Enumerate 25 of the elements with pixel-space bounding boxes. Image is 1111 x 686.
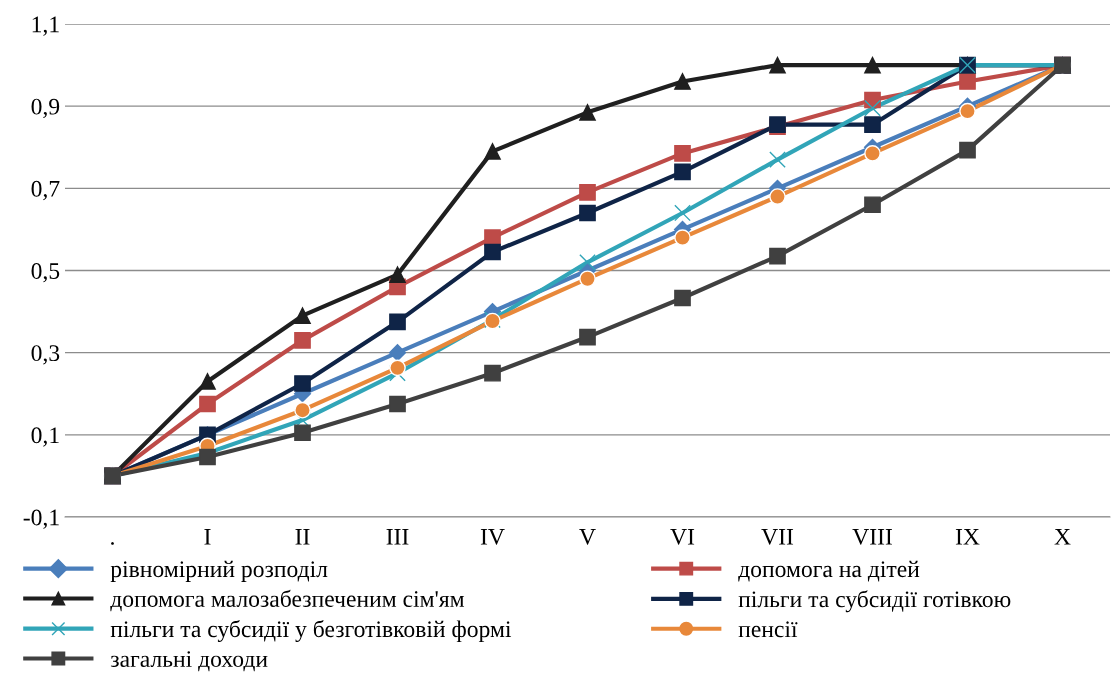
x-tick-label: . — [111, 542, 114, 545]
legend-label: допомога на дітей — [738, 560, 920, 582]
x-tick-label: I — [204, 529, 211, 545]
legend-label: допомога малозабезпеченим сім'ям — [110, 589, 465, 612]
legend-label: загальні доходи — [110, 651, 268, 672]
y-tick-label: 0,5 — [31, 262, 60, 283]
legend-label: рівномірний розподіл — [110, 560, 328, 582]
y-tick-label: -0,1 — [23, 509, 59, 529]
legend-label: пільги та субсидії у безготівковій формі — [110, 620, 512, 643]
x-tick-label: X — [1054, 529, 1071, 545]
x-tick-label: VI — [670, 529, 695, 545]
legend-label: пільги та субсидії готівкою — [738, 590, 1011, 613]
y-tick-label: 1,1 — [32, 16, 59, 36]
x-tick-label: IV — [480, 529, 505, 545]
x-tick-label: VII — [761, 529, 794, 545]
x-tick-label: II — [295, 529, 310, 545]
x-tick-label: IX — [955, 529, 980, 545]
x-tick-label: III — [386, 529, 409, 545]
y-tick-label: 0,7 — [31, 180, 60, 201]
y-tick-label: 0,9 — [31, 98, 60, 118]
y-tick-label: 0,3 — [31, 345, 60, 365]
x-tick-label: VIII — [852, 529, 892, 545]
x-tick-label: V — [579, 529, 596, 545]
y-tick-label: 0,1 — [31, 427, 59, 447]
legend-label: пенсії — [738, 621, 798, 638]
